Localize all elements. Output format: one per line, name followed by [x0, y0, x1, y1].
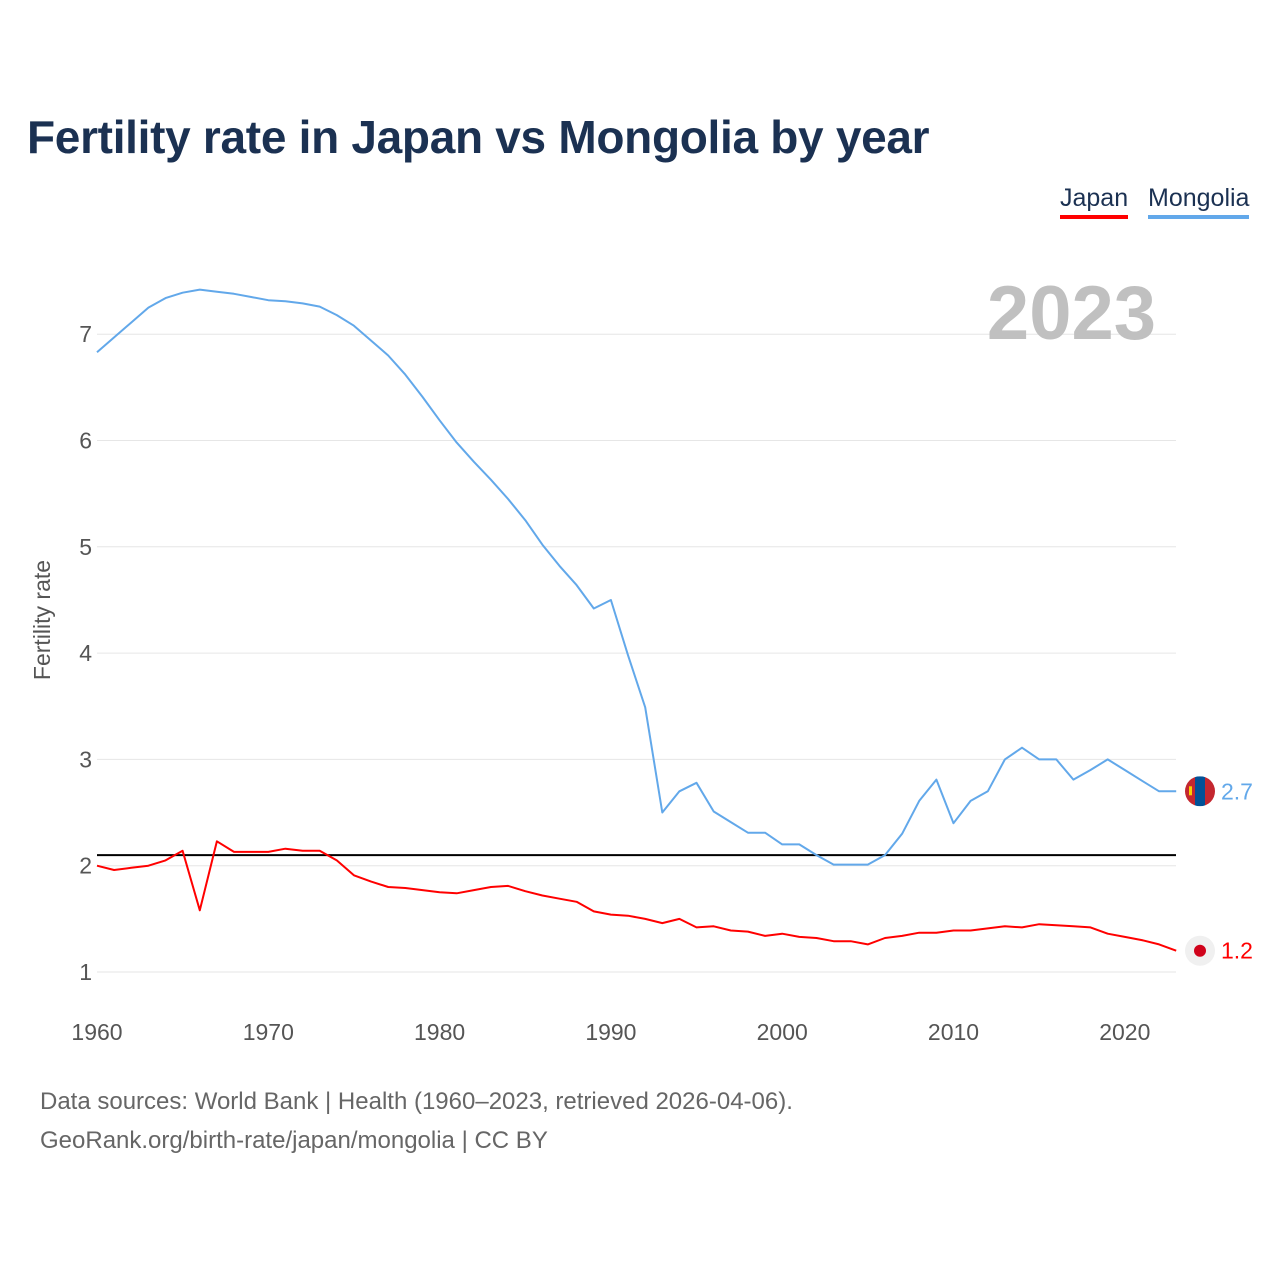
flag-stripe-middle	[1195, 776, 1205, 807]
series-line-japan	[96, 840, 1177, 952]
x-tick-label: 2010	[928, 1019, 979, 1045]
x-tick-label: 2020	[1099, 1019, 1150, 1045]
x-tick-label: 2000	[757, 1019, 808, 1045]
y-tick-label: 7	[79, 321, 92, 347]
chart-title: Fertility rate in Japan vs Mongolia by y…	[27, 111, 930, 163]
flag-soyombo	[1189, 786, 1192, 796]
end-label-mongolia: 2.7	[1221, 778, 1253, 804]
mongolia-flag-icon	[1185, 776, 1215, 807]
x-tick-label: 1970	[243, 1019, 294, 1045]
y-tick-label: 2	[79, 853, 92, 879]
year-badge: 2023	[986, 271, 1156, 356]
legend-japan[interactable]: Japan	[1060, 184, 1129, 219]
y-tick-label: 4	[79, 640, 92, 666]
y-tick-label: 3	[79, 746, 92, 772]
end-label-japan: 1.2	[1221, 938, 1253, 964]
y-tick-label: 1	[79, 959, 92, 985]
mongolia-flag-stripes	[1185, 776, 1215, 807]
x-tick-label: 1980	[414, 1019, 465, 1045]
series-line-mongolia	[96, 288, 1177, 866]
x-tick-label: 1990	[585, 1019, 636, 1045]
x-tick-label: 1960	[71, 1019, 122, 1045]
y-tick-label: 5	[79, 534, 92, 560]
y-axis-label: Fertility rate	[29, 560, 55, 680]
footer-attribution: GeoRank.org/birth-rate/japan/mongolia | …	[40, 1127, 548, 1154]
japan-flag-disc	[1194, 944, 1206, 957]
footer-sources: Data sources: World Bank | Health (1960–…	[40, 1088, 793, 1115]
flag-stripe-right	[1205, 776, 1215, 807]
y-tick-label: 6	[79, 428, 92, 454]
legend-mongolia[interactable]: Mongolia	[1148, 184, 1250, 219]
